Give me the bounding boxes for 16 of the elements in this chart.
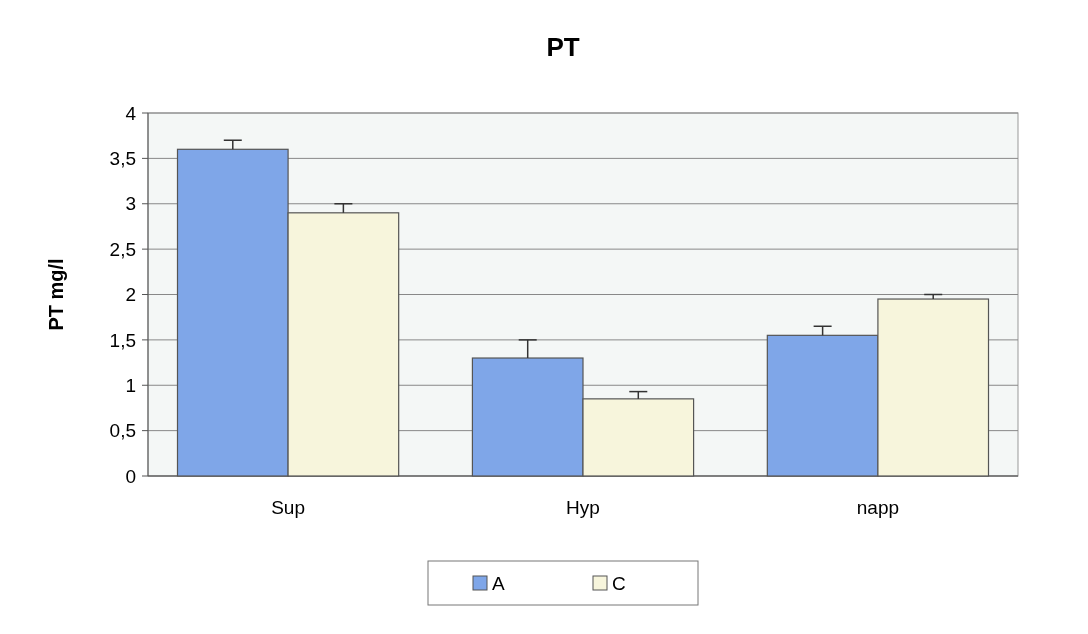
y-tick-label: 3,5 — [109, 148, 136, 170]
y-tick-label: 0 — [125, 465, 136, 487]
x-tick-label: Sup — [271, 497, 305, 518]
legend-label: C — [612, 572, 626, 594]
y-axis-title: PT mg/l — [45, 258, 67, 331]
x-tick-label: napp — [856, 497, 900, 518]
y-tick-label: 0,5 — [109, 420, 136, 442]
y-tick-label: 2,5 — [109, 238, 136, 260]
y-tick-label: 4 — [125, 102, 137, 124]
y-tick-label: 1 — [125, 374, 136, 396]
y-tick-label: 1,5 — [109, 329, 136, 351]
y-tick-label: 3 — [125, 193, 136, 215]
legend-label: A — [492, 572, 505, 594]
y-tick-label: 2 — [125, 284, 136, 306]
chart-title: PT — [546, 32, 580, 62]
x-tick-label: Hyp — [566, 497, 600, 518]
